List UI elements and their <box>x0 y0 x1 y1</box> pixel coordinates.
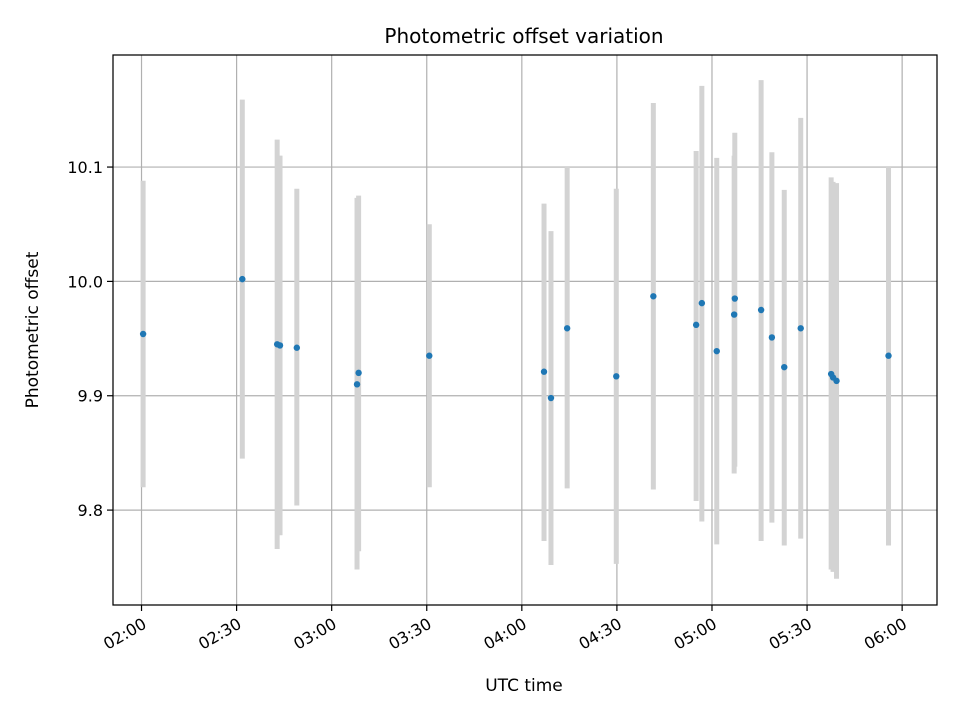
data-point <box>698 299 706 307</box>
data-point <box>731 295 739 302</box>
data-point <box>239 275 246 283</box>
y-tick-label: 10.1 <box>67 158 103 177</box>
data-point <box>713 347 720 355</box>
data-point <box>768 334 776 341</box>
y-tick-label: 9.8 <box>78 501 103 520</box>
data-point <box>293 344 301 351</box>
plot-frame <box>112 54 938 606</box>
data-point <box>139 330 147 338</box>
chart-title: Photometric offset variation <box>384 24 663 48</box>
data-point <box>692 321 700 329</box>
data-point <box>540 368 548 375</box>
data-points <box>139 275 892 402</box>
data-point <box>563 325 571 332</box>
data-point <box>353 381 361 388</box>
y-tick-label: 9.9 <box>78 387 103 406</box>
data-point <box>276 342 284 349</box>
y-axis-title: Photometric offset <box>23 251 43 408</box>
data-point <box>757 306 765 314</box>
x-axis-title: UTC time <box>485 676 563 696</box>
data-point <box>797 325 804 332</box>
data-point <box>833 377 840 385</box>
data-point <box>730 311 738 318</box>
data-point <box>885 352 892 359</box>
y-tick-label: 10.0 <box>67 272 103 291</box>
y-axis-ticks: 9.8 9.9 10.0 10.1 <box>67 158 113 520</box>
data-point <box>650 293 657 300</box>
data-point <box>547 394 555 402</box>
data-point <box>426 352 433 359</box>
data-point <box>355 369 362 377</box>
data-point <box>613 373 620 380</box>
data-point <box>781 363 788 371</box>
